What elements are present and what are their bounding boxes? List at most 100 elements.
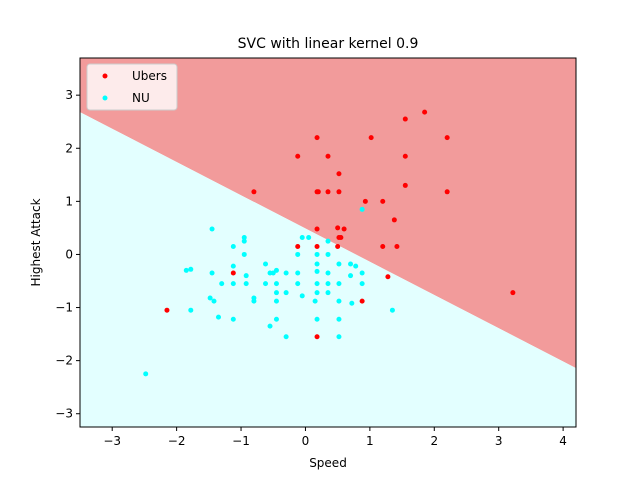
nu-point	[251, 298, 257, 304]
nu-point	[325, 251, 331, 257]
ubers-point	[336, 171, 342, 177]
ubers-point	[510, 290, 516, 296]
nu-point	[295, 281, 301, 287]
nu-point	[314, 290, 320, 296]
ubers-point	[335, 225, 341, 231]
x-tick-label: 1	[366, 434, 374, 448]
ubers-point	[325, 153, 331, 159]
nu-point	[283, 290, 289, 296]
ubers-point	[295, 153, 301, 159]
nu-point	[314, 316, 320, 322]
nu-point	[314, 268, 320, 274]
nu-point	[295, 251, 301, 257]
nu-point	[295, 270, 301, 276]
nu-point	[230, 263, 236, 269]
nu-point	[263, 281, 269, 287]
nu-point	[267, 323, 273, 329]
nu-point	[325, 290, 331, 296]
y-tick-label: −1	[55, 301, 73, 315]
x-tick-label: 3	[495, 434, 503, 448]
nu-point	[188, 266, 194, 272]
ubers-point	[402, 116, 408, 122]
nu-point	[283, 334, 289, 340]
y-tick-label: 3	[65, 88, 73, 102]
ubers-point	[325, 189, 331, 195]
y-tick-label: 1	[65, 194, 73, 208]
nu-point	[349, 300, 355, 306]
nu-point	[299, 293, 305, 299]
x-axis: −3 −2 −1 0 1 2 3 4	[103, 427, 567, 448]
region-upper	[80, 58, 576, 369]
y-axis: −3 −2 −1 0 1 2 3	[55, 88, 80, 421]
nu-point	[283, 270, 289, 276]
plot-area	[79, 57, 577, 428]
nu-point	[299, 234, 305, 240]
ubers-point	[164, 307, 170, 313]
nu-point	[314, 261, 320, 267]
ubers-point	[315, 189, 321, 195]
y-axis-label: Highest Attack	[29, 198, 43, 286]
y-tick-label: 2	[65, 141, 73, 155]
x-tick-label: −2	[168, 434, 186, 448]
ubers-point	[402, 153, 408, 159]
nu-point	[314, 251, 320, 257]
nu-point	[273, 316, 279, 322]
ubers-point	[295, 243, 301, 249]
nu-point	[211, 298, 217, 304]
legend: Ubers NU	[86, 63, 178, 111]
chart-title: SVC with linear kernel 0.9	[238, 36, 419, 52]
nu-point	[183, 267, 189, 273]
nu-point	[241, 234, 247, 240]
nu-point	[273, 281, 279, 287]
nu-point	[230, 243, 236, 249]
nu-point	[389, 307, 395, 313]
x-axis-label: Speed	[309, 456, 347, 470]
nu-point	[207, 295, 213, 301]
ubers-point	[251, 189, 257, 195]
nu-point	[336, 261, 342, 267]
ubers-point	[230, 270, 236, 276]
ubers-point	[380, 198, 386, 204]
x-tick-label: −1	[232, 434, 250, 448]
y-tick-label: −2	[55, 354, 73, 368]
ubers-point	[394, 243, 400, 249]
nu-point	[336, 281, 342, 287]
x-tick-label: 4	[559, 434, 567, 448]
plot-frame	[79, 57, 577, 428]
nu-point	[359, 270, 365, 276]
ubers-point	[402, 182, 408, 188]
nu-point	[230, 316, 236, 322]
x-tick-label: −3	[103, 434, 121, 448]
nu-point	[348, 261, 354, 267]
nu-point	[325, 270, 331, 276]
points-layer	[143, 109, 516, 377]
nu-point	[325, 281, 331, 287]
nu-point	[314, 281, 320, 287]
ubers-point	[314, 135, 320, 141]
nu-point	[359, 281, 365, 287]
nu-point	[241, 238, 247, 244]
ubers-point	[341, 226, 347, 232]
nu-point	[243, 273, 249, 279]
nu-point	[353, 263, 359, 269]
legend-label-nu: NU	[132, 91, 150, 105]
nu-point	[243, 281, 249, 287]
nu-point	[306, 234, 312, 240]
legend-box	[86, 63, 178, 111]
nu-point	[219, 281, 225, 287]
nu-point	[336, 298, 342, 304]
legend-label-ubers: Ubers	[132, 69, 167, 83]
nu-point	[273, 298, 279, 304]
ubers-point	[336, 189, 342, 195]
ubers-point	[380, 243, 386, 249]
y-tick-label: −3	[55, 407, 73, 421]
region-lower	[80, 112, 576, 427]
ubers-point	[444, 135, 450, 141]
nu-point	[188, 307, 194, 313]
ubers-point	[362, 198, 368, 204]
ubers-point	[314, 334, 320, 340]
ubers-point	[391, 217, 397, 223]
nu-point	[241, 251, 247, 257]
legend-marker-ubers	[102, 73, 108, 79]
